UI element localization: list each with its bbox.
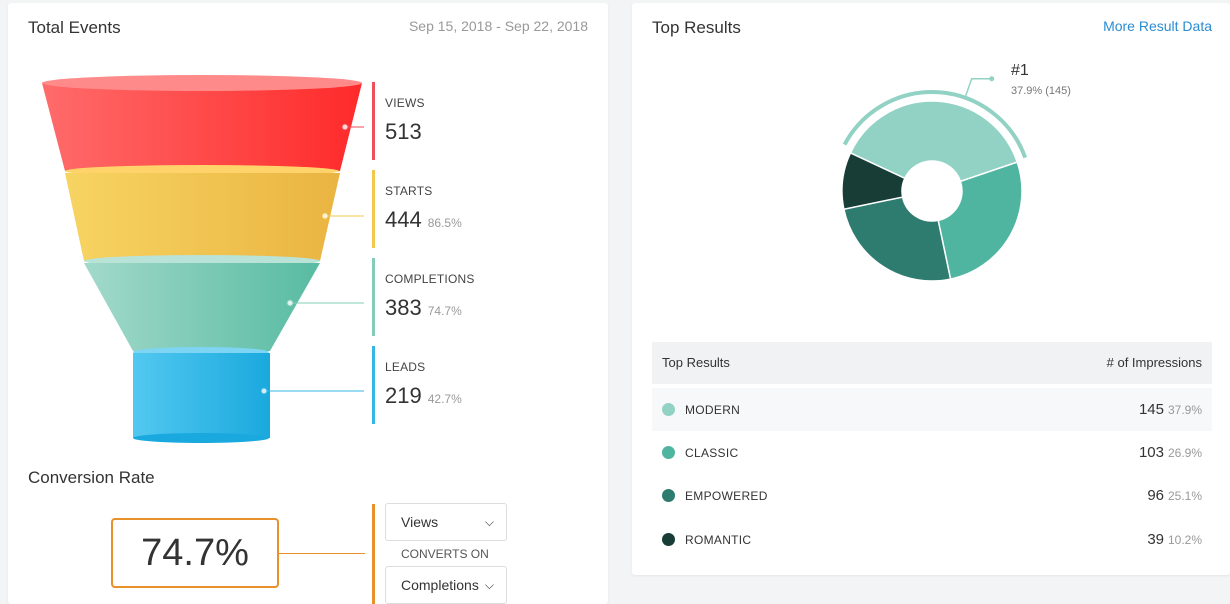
pie-slice-modern — [849, 100, 1019, 183]
stage-value: 219 — [385, 383, 422, 408]
funnel-segment-leads — [133, 353, 270, 438]
results-pie-chart — [841, 76, 1028, 282]
result-name: MODERN — [685, 403, 741, 417]
stage-label: STARTS — [385, 184, 433, 198]
date-range: Sep 15, 2018 - Sep 22, 2018 — [408, 18, 588, 34]
pie-callout-dot — [989, 76, 995, 82]
total-events-title: Total Events — [28, 18, 121, 37]
stage-label: COMPLETIONS — [385, 272, 475, 286]
result-count: 39 — [1147, 531, 1164, 548]
result-name: EMPOWERED — [685, 489, 768, 503]
stage-pct: 86.5% — [427, 216, 462, 230]
pie-slice-classic — [937, 161, 1023, 280]
pie-highlight-label: #1 — [1011, 62, 1029, 79]
funnel-chart — [42, 75, 364, 443]
top-results-card: Top Results More Result Data #1 37.9% (1… — [632, 3, 1230, 575]
results-table-header: Top Results # of Impressions — [652, 342, 1212, 384]
chevron-down-icon: ⌵ — [484, 515, 494, 529]
color-dot — [662, 489, 675, 502]
stage-label: LEADS — [385, 360, 426, 374]
pie-slice-romantic — [841, 151, 906, 211]
stage-views: VIEWS 513 — [372, 82, 428, 160]
conversion-rate-value: 74.7% — [111, 518, 279, 588]
total-events-card: Total Events Sep 15, 2018 - Sep 22, 2018 — [8, 3, 608, 604]
result-name: ROMANTIC — [685, 533, 752, 547]
more-result-data-link[interactable]: More Result Data — [1103, 18, 1212, 34]
stage-value: 444 — [385, 207, 422, 232]
result-pct: 25.1% — [1168, 489, 1203, 503]
color-dot — [662, 533, 675, 546]
table-row[interactable]: MODERN 145 37.9% — [652, 388, 1212, 431]
pie-callout-line — [965, 78, 992, 97]
conversion-to-select[interactable]: Completions ⌵ — [385, 566, 507, 604]
col-impressions: # of Impressions — [1106, 355, 1202, 370]
pie-highlight-arc — [842, 90, 1028, 159]
table-row[interactable]: CLASSIC 103 26.9% — [652, 431, 1212, 474]
conversion-connector — [279, 553, 365, 554]
stage-leads: LEADS 219 42.7% — [372, 346, 462, 424]
stage-pct: 74.7% — [427, 304, 462, 318]
funnel-segment-completions — [84, 263, 320, 351]
select-value: Views — [401, 514, 439, 530]
col-top-results: Top Results — [662, 355, 730, 370]
converts-on-label: CONVERTS ON — [401, 547, 489, 561]
select-value: Completions — [401, 577, 479, 593]
pie-slice-empowered — [842, 196, 952, 282]
conversion-rate-title: Conversion Rate — [28, 468, 155, 487]
pie-highlight-sub: 37.9% (145) — [1011, 85, 1071, 97]
result-pct: 37.9% — [1168, 403, 1203, 417]
table-row[interactable]: EMPOWERED 96 25.1% — [652, 474, 1212, 517]
stage-label: VIEWS — [385, 96, 425, 110]
stage-pct: 42.7% — [427, 392, 462, 406]
chevron-down-icon: ⌵ — [484, 578, 494, 592]
color-dot — [662, 403, 675, 416]
result-pct: 10.2% — [1168, 533, 1203, 547]
result-pct: 26.9% — [1168, 446, 1203, 460]
stage-value: 513 — [385, 119, 422, 144]
funnel-segment-starts — [65, 173, 340, 261]
stage-starts: STARTS 444 86.5% — [372, 170, 462, 248]
table-row[interactable]: ROMANTIC 39 10.2% — [652, 518, 1212, 561]
result-count: 96 — [1147, 487, 1164, 504]
conversion-from-select[interactable]: Views ⌵ — [385, 503, 507, 541]
funnel-segment-views — [42, 83, 362, 171]
top-results-title: Top Results — [652, 18, 741, 37]
conversion-bar — [372, 504, 375, 604]
color-dot — [662, 446, 675, 459]
stage-completions: COMPLETIONS 383 74.7% — [372, 258, 475, 336]
result-count: 145 — [1138, 401, 1164, 418]
result-count: 103 — [1138, 444, 1164, 461]
result-name: CLASSIC — [685, 446, 739, 460]
stage-value: 383 — [385, 295, 422, 320]
